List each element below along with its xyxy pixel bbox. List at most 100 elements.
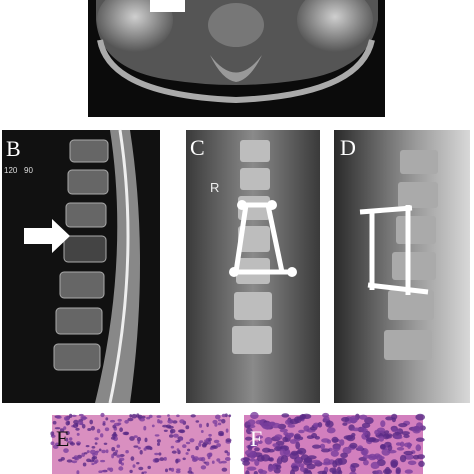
cell-nucleus [350, 463, 360, 468]
cell-nucleus [306, 435, 314, 439]
cell-nucleus [297, 447, 307, 455]
cell-nucleus [225, 438, 232, 443]
panel-label: F [250, 426, 262, 451]
cell-nucleus [281, 413, 290, 418]
cell-nucleus [391, 417, 396, 423]
cell-nucleus [139, 450, 143, 455]
cell-nucleus [271, 422, 281, 429]
cell-nucleus [115, 449, 119, 453]
cell-nucleus [154, 434, 160, 437]
cell-nucleus [154, 452, 159, 456]
cell-nucleus [213, 439, 220, 444]
cell-nucleus [330, 450, 339, 457]
cell-nucleus [399, 441, 405, 448]
cell-nucleus [418, 460, 425, 467]
cell-nucleus [75, 422, 79, 427]
cell-nucleus [146, 416, 151, 420]
cell-nucleus [312, 444, 321, 449]
cell-nucleus [280, 455, 289, 463]
cell-nucleus [202, 444, 207, 448]
cell-nucleus [407, 460, 417, 466]
cell-nucleus [76, 443, 81, 446]
cell-nucleus [294, 433, 301, 440]
cell-nucleus [217, 422, 222, 426]
cell-nucleus [156, 439, 161, 443]
cell-nucleus [366, 437, 375, 443]
cell-nucleus [170, 445, 175, 449]
cell-nucleus [257, 440, 263, 444]
cell-nucleus [403, 434, 410, 439]
cell-nucleus [59, 428, 65, 432]
cell-nucleus [295, 441, 301, 450]
cell-nucleus [363, 431, 368, 436]
cell-nucleus [98, 470, 103, 474]
cell-nucleus [342, 422, 348, 426]
cell-nucleus [210, 445, 217, 449]
cell-nucleus [94, 437, 99, 441]
cell-nucleus [323, 458, 331, 465]
cell-nucleus [158, 452, 162, 456]
cell-nucleus [65, 431, 70, 435]
cell-nucleus [207, 440, 212, 445]
cell-nucleus [54, 427, 61, 430]
cell-nucleus [167, 414, 170, 417]
cell-nucleus [218, 432, 224, 437]
cell-nucleus [176, 448, 180, 452]
cell-nucleus [105, 417, 109, 421]
cell-nucleus [52, 420, 57, 425]
cell-nucleus [378, 435, 385, 442]
cell-nucleus [272, 443, 279, 447]
cell-nucleus [221, 413, 226, 418]
cell-nucleus [190, 414, 196, 418]
cell-nucleus [395, 467, 401, 474]
cell-nucleus [403, 450, 414, 456]
cell-nucleus [179, 437, 184, 441]
cell-nucleus [349, 442, 358, 449]
cell-nucleus [195, 420, 200, 423]
cell-nucleus [379, 444, 386, 450]
cell-nucleus [91, 446, 96, 449]
cell-nucleus [65, 437, 69, 442]
cell-nucleus [411, 425, 422, 434]
cell-nucleus [255, 435, 264, 439]
cell-nucleus [136, 436, 142, 442]
cell-nucleus [206, 422, 209, 428]
cell-nucleus [102, 422, 106, 426]
cell-nucleus [282, 436, 289, 443]
cell-nucleus [63, 448, 69, 453]
cell-nucleus [124, 419, 129, 424]
cell-nucleus [415, 444, 422, 452]
cell-nucleus [311, 459, 321, 464]
cell-nucleus [279, 448, 286, 457]
cell-nucleus [214, 423, 218, 427]
cell-nucleus [321, 438, 330, 443]
annotation: 90 [24, 166, 33, 175]
cell-nucleus [267, 457, 273, 462]
cell-nucleus [224, 457, 231, 461]
cell-nucleus [151, 424, 155, 428]
cell-nucleus [332, 445, 341, 452]
cell-nucleus [176, 468, 181, 471]
cell-nucleus [159, 457, 165, 461]
cell-nucleus [351, 432, 356, 437]
cell-nucleus [351, 427, 361, 432]
cell-nucleus [226, 451, 230, 456]
cell-nucleus [81, 424, 86, 429]
cell-nucleus [50, 431, 55, 436]
cell-nucleus [157, 442, 160, 446]
cell-nucleus [269, 465, 277, 471]
cell-nucleus [303, 425, 310, 432]
cell-nucleus [206, 452, 212, 458]
cell-nucleus [113, 422, 120, 427]
cell-nucleus [55, 442, 60, 447]
cell-nucleus [299, 466, 305, 472]
cell-nucleus [385, 435, 392, 439]
cell-nucleus [125, 450, 129, 454]
cell-nucleus [383, 468, 392, 474]
cell-nucleus [247, 419, 256, 426]
annotation: 120 [4, 166, 18, 175]
cell-nucleus [254, 447, 260, 452]
cell-nucleus [163, 429, 168, 432]
cell-nucleus [132, 464, 136, 468]
